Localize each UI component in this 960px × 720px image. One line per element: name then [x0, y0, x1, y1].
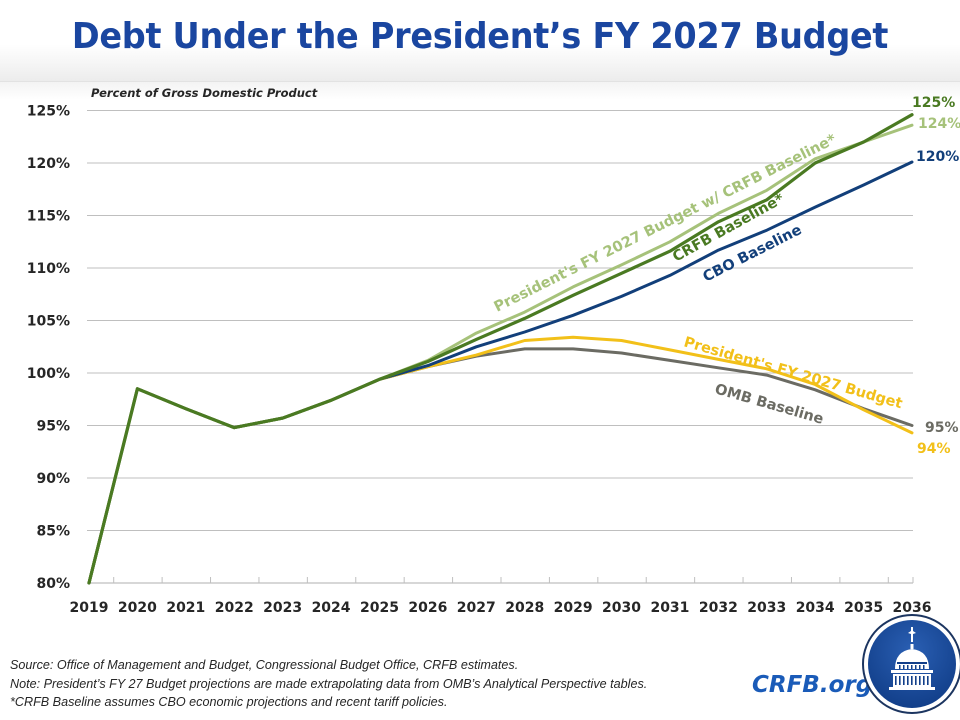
x-tick-label: 2021 — [166, 600, 205, 616]
y-tick-label: 120% — [27, 156, 70, 172]
end-label-omb-baseline: 95% — [925, 420, 959, 436]
x-tick-label: 2032 — [699, 600, 738, 616]
source-note: Source: Office of Management and Budget,… — [10, 658, 519, 672]
chart-title: Debt Under the President’s FY 2027 Budge… — [71, 16, 889, 57]
end-value-labels: 125% 124% 120% 95% 94% — [912, 95, 960, 457]
x-tick-label: 2023 — [263, 600, 302, 616]
capitol-dome-icon — [862, 614, 960, 714]
x-tick-label: 2028 — [505, 600, 544, 616]
y-tick-label: 90% — [36, 471, 70, 487]
x-tick-label: 2031 — [650, 600, 689, 616]
series-label-presidents-budget-crfb: President's FY 2027 Budget w/ CRFB Basel… — [492, 131, 840, 315]
x-tick-label: 2033 — [747, 600, 786, 616]
y-tick-label: 105% — [27, 314, 70, 330]
x-tick-label: 2029 — [554, 600, 593, 616]
end-label-presidents-budget-crfb: 124% — [918, 116, 960, 132]
methodology-note: Note: President’s FY 27 Budget projectio… — [10, 676, 648, 691]
x-tick-label: 2030 — [602, 600, 641, 616]
x-axis — [87, 577, 914, 584]
x-tick-label: 2026 — [408, 600, 447, 616]
x-tick-label: 2025 — [360, 600, 399, 616]
gridlines — [87, 110, 913, 531]
series-line-omb-baseline — [87, 347, 914, 585]
x-tick-label: 2022 — [215, 600, 254, 616]
x-tick-label: 2019 — [70, 600, 109, 616]
crfb-website-link[interactable]: CRFB.org — [752, 672, 873, 698]
end-label-cbo-baseline: 120% — [916, 149, 959, 165]
x-tick-label: 2035 — [844, 600, 883, 616]
y-tick-label: 100% — [27, 366, 70, 382]
y-tick-label: 95% — [36, 419, 70, 435]
x-tick-label: 2024 — [312, 600, 351, 616]
footer-notes: Source: Office of Management and Budget,… — [10, 656, 750, 712]
x-tick-label: 2020 — [118, 600, 157, 616]
crfb-baseline-footnote: *CRFB Baseline assumes CBO economic proj… — [10, 695, 448, 709]
x-tick-label: 2036 — [893, 600, 932, 616]
y-axis-unit-label: Percent of Gross Domestic Product — [91, 86, 318, 100]
y-tick-label: 125% — [27, 104, 70, 120]
end-label-crfb-baseline: 125% — [912, 95, 955, 111]
y-tick-label: 80% — [36, 576, 70, 592]
x-axis-labels: 2019 2020 2021 2022 2023 2024 2025 2026 2027 2028… — [70, 600, 932, 616]
y-tick-label: 110% — [27, 261, 70, 277]
y-tick-label: 115% — [27, 209, 70, 225]
series-lines — [87, 113, 914, 585]
series-labels: President's FY 2027 Budget w/ CRFB Basel… — [492, 131, 905, 427]
y-tick-label: 85% — [36, 524, 70, 540]
y-axis-labels: 80% 85% 90% 95% 100% 105% 110% 115% 120% 125% — [27, 104, 70, 593]
title-bar: Debt Under the President’s FY 2027 Budge… — [0, 0, 960, 82]
header-shadow — [0, 82, 960, 100]
series-line-presidents-budget-crfb — [87, 123, 914, 585]
end-label-presidents-budget: 94% — [917, 441, 951, 457]
x-tick-label: 2027 — [457, 600, 496, 616]
x-tick-label: 2034 — [796, 600, 835, 616]
series-line-crfb-baseline — [87, 113, 914, 585]
